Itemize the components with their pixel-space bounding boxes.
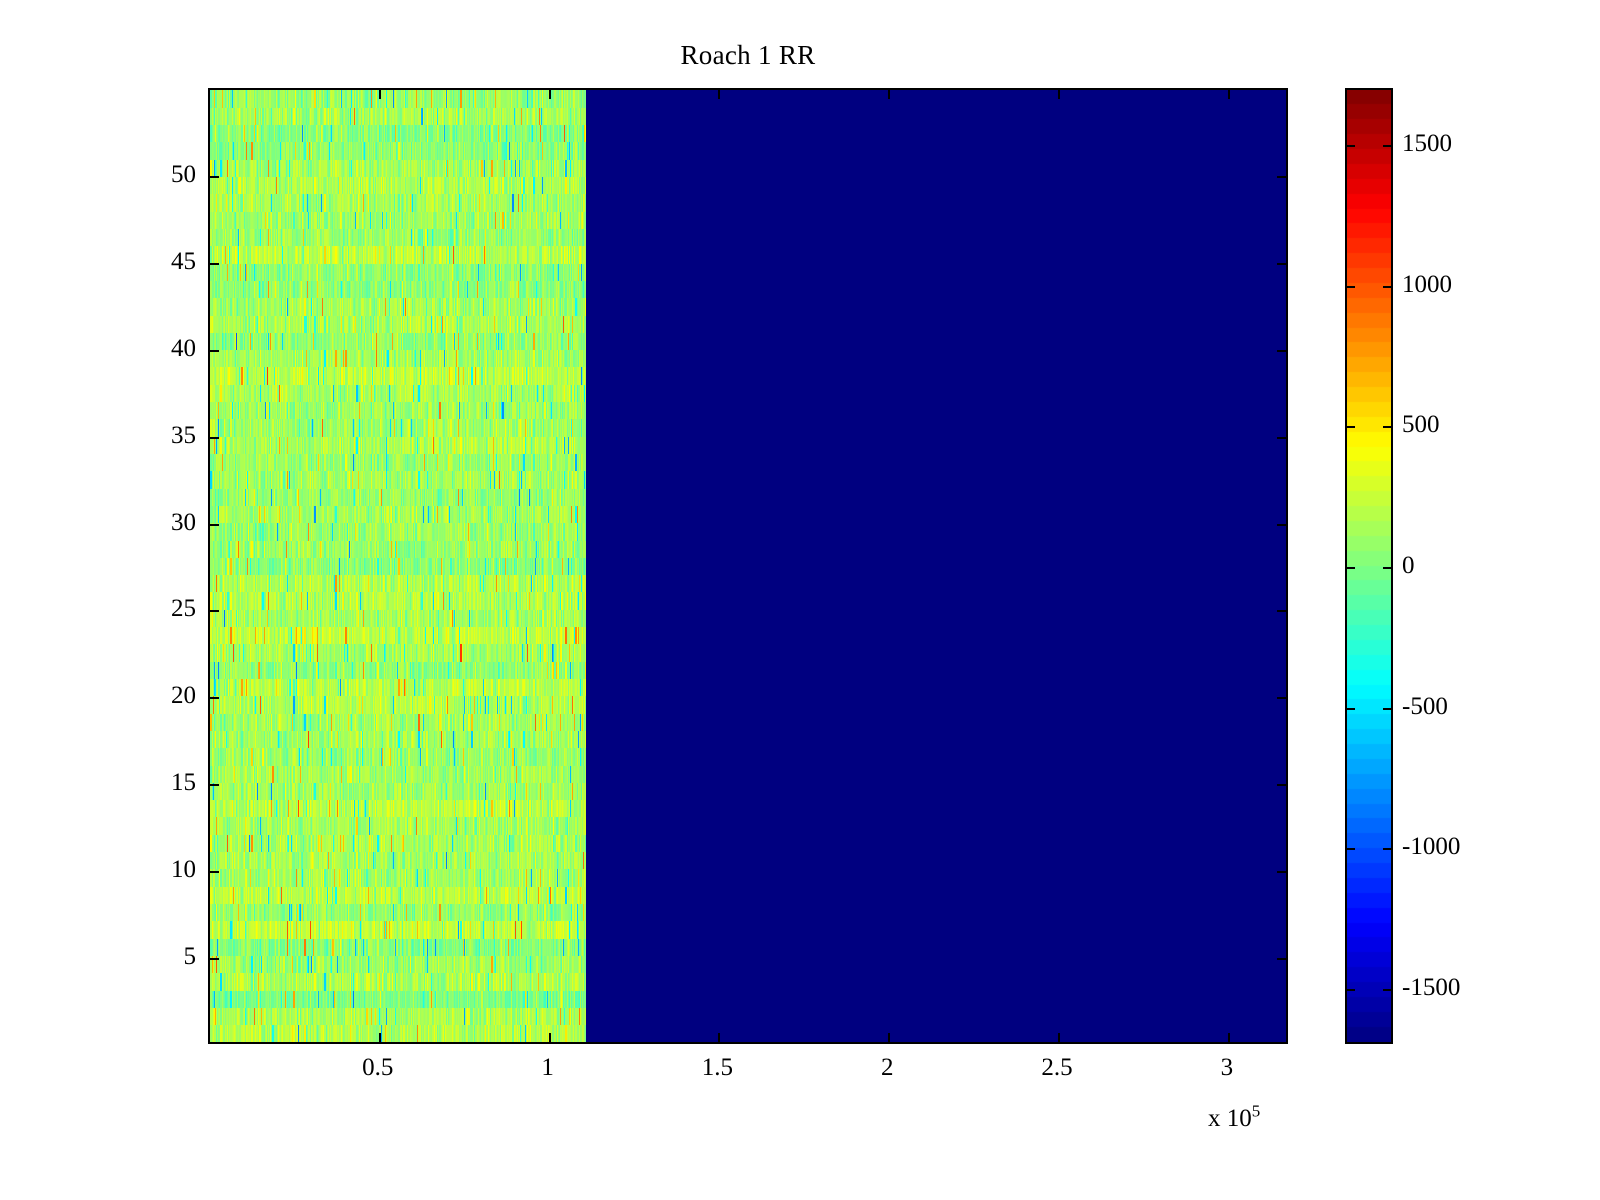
x-tick-mark-top [888,90,891,99]
y-tick-mark-right [1277,871,1286,874]
colorbar-tick-mark-right [1383,707,1391,710]
y-tick-label: 50 [171,160,196,188]
colorbar-tick-mark-right [1383,285,1391,288]
colorbar-tick-mark [1347,707,1355,710]
y-tick-mark [210,523,219,526]
colorbar-tick-mark [1347,988,1355,991]
y-axis-tick-labels: 5 10 15 20 25 30 35 40 45 50 [120,88,196,1044]
x-tick-mark-top [1058,90,1061,99]
y-tick-mark [210,349,219,352]
y-tick-mark-right [1277,436,1286,439]
x-tick-label: 0.5 [362,1054,394,1081]
x-tick-mark-top [378,90,381,99]
y-tick-mark [210,958,219,961]
colorbar-tick-label: 1000 [1402,270,1452,298]
y-tick-mark [210,610,219,613]
colorbar-tick-label: -500 [1402,692,1448,720]
colorbar-tick-label: 0 [1402,552,1415,579]
x-axis-exponent-label: x 105 [1208,1101,1261,1133]
colorbar-tick-label: 1500 [1402,130,1452,158]
y-tick-mark-right [1277,175,1286,178]
colorbar-tick-labels: 1500 1000 500 0 -500 -1000 -1500 [1402,88,1552,1044]
y-tick-mark [210,784,219,787]
y-tick-mark [210,871,219,874]
x-tick-mark-top [548,90,551,99]
colorbar-tick-mark-right [1383,848,1391,851]
x-tick-mark-top [1227,90,1230,99]
x-tick-mark [1227,1033,1230,1042]
heatmap-image [210,90,1286,1042]
y-tick-mark-right [1277,610,1286,613]
y-tick-mark-right [1277,349,1286,352]
x-tick-mark [548,1033,551,1042]
x-axis-tick-labels: 0.5 1 1.5 2 2.5 3 [208,1054,1288,1094]
page-title: Roach 1 RR [680,40,816,70]
y-tick-mark-right [1277,262,1286,265]
colorbar-tick-label: -1000 [1402,833,1461,861]
x-exponent-power: 5 [1251,1101,1261,1121]
colorbar-tick-mark [1347,285,1355,288]
x-tick-label: 1.5 [701,1054,734,1081]
colorbar-tick-mark-right [1383,145,1391,148]
y-tick-label: 15 [171,769,196,797]
y-tick-label: 5 [183,943,197,971]
x-tick-mark [1058,1033,1061,1042]
colorbar-tick-mark-right [1383,988,1391,991]
y-tick-label: 30 [171,508,196,536]
colorbar-tick-label: 500 [1402,411,1440,439]
x-tick-label: 2 [880,1054,894,1081]
colorbar-tick-mark-right [1383,426,1391,429]
colorbar-tick-mark [1347,145,1355,148]
y-tick-mark-right [1277,523,1286,526]
y-tick-mark [210,175,219,178]
y-tick-mark-right [1277,784,1286,787]
colorbar-tick-mark [1347,426,1355,429]
colorbar-tick-mark-right [1383,567,1391,569]
x-tick-mark [888,1033,891,1042]
colorbar[interactable] [1345,88,1393,1044]
x-exponent-base: x 10 [1208,1105,1252,1132]
y-tick-label: 10 [171,856,196,884]
x-tick-label: 2.5 [1041,1054,1073,1081]
colorbar-tick-mark [1347,848,1355,851]
y-tick-label: 20 [171,682,196,710]
colorbar-tick-mark [1347,567,1355,569]
y-tick-label: 25 [171,595,196,623]
y-tick-mark [210,436,219,439]
y-tick-mark [210,697,219,700]
x-tick-mark-top [718,90,721,99]
x-tick-label: 3 [1220,1054,1234,1081]
y-tick-label: 35 [171,421,196,449]
y-tick-mark-right [1277,697,1286,700]
y-tick-mark [210,262,219,265]
heatmap-axes[interactable] [208,88,1288,1044]
colorbar-gradient [1347,90,1391,1042]
y-tick-label: 45 [171,247,196,275]
colorbar-tick-label: -1500 [1402,973,1461,1001]
y-tick-mark-right [1277,958,1286,961]
x-tick-mark [718,1033,721,1042]
x-tick-label: 1 [541,1054,554,1081]
x-tick-mark [378,1033,381,1042]
y-tick-label: 40 [171,334,196,362]
